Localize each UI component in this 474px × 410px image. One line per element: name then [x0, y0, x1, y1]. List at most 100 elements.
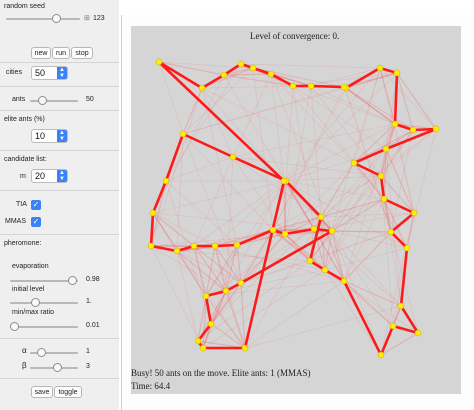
city-dot — [155, 58, 163, 66]
pheromone-trail — [383, 198, 392, 233]
m-select[interactable]: 20 ▲ ▼ — [31, 169, 68, 183]
pheromone-trail — [285, 85, 294, 182]
pheromone-trail — [240, 231, 392, 284]
tia-checkbox[interactable]: ✓ — [31, 200, 41, 210]
alpha-slider-track[interactable] — [30, 352, 78, 354]
pheromone-trail — [202, 269, 326, 349]
select-arrows-icon: ▲ ▼ — [57, 130, 67, 142]
alpha-slider-thumb[interactable] — [37, 348, 46, 357]
city-dot — [377, 172, 385, 180]
tour-edge — [382, 197, 416, 215]
toggle-button[interactable]: toggle — [54, 386, 82, 398]
pheromone-trail — [223, 73, 272, 76]
city-dot — [233, 241, 241, 249]
pheromone-trail — [324, 269, 382, 356]
pheromone-trail — [310, 85, 396, 125]
initial-level-slider-thumb[interactable] — [31, 298, 40, 307]
pheromone-trail — [240, 282, 246, 349]
pheromone-trail — [283, 123, 396, 182]
run-button[interactable]: run — [52, 47, 70, 59]
random-seed-value: 123 — [93, 15, 105, 22]
elite-ants-value: 10 — [35, 131, 46, 141]
tour-edge — [200, 73, 226, 90]
pheromone-trail — [225, 156, 234, 292]
pheromone-trail — [283, 180, 333, 232]
pheromone-trail — [193, 180, 285, 247]
elite-ants-field[interactable]: 10 ▲ ▼ — [31, 129, 68, 143]
pheromone-label: pheromone: — [4, 240, 42, 247]
save-button[interactable]: save — [31, 386, 53, 398]
divider — [0, 110, 119, 111]
m-label: m — [20, 173, 26, 180]
pheromone-trail — [205, 244, 238, 297]
pheromone-trail — [270, 73, 312, 87]
pheromone-trail — [380, 129, 414, 177]
divider — [0, 338, 119, 339]
tour-edge — [157, 60, 286, 183]
pheromone-trail — [270, 73, 355, 164]
pheromone-trail — [353, 67, 381, 164]
evaporation-slider-thumb[interactable] — [68, 276, 77, 285]
best-tour — [149, 60, 438, 357]
min-max-ratio-slider-thumb[interactable] — [10, 322, 19, 331]
tour-edge — [157, 60, 204, 90]
city-dot — [391, 120, 399, 128]
mmas-label: MMAS — [5, 218, 26, 225]
initial-level-slider-track[interactable] — [10, 302, 78, 304]
random-seed-slider-track[interactable] — [6, 18, 80, 20]
beta-slider-thumb[interactable] — [53, 363, 62, 372]
cities-select[interactable]: 50 ▲ ▼ — [31, 66, 68, 80]
pheromone-trail — [214, 245, 345, 282]
pheromone-trail — [240, 233, 286, 284]
pheromone-trail — [385, 72, 398, 150]
tour-edge — [204, 294, 213, 326]
pheromone-trail — [320, 162, 355, 218]
ants-slider-thumb[interactable] — [38, 96, 47, 105]
divider — [0, 86, 119, 87]
city-dot — [241, 344, 249, 352]
select-arrows-icon: ▲ ▼ — [57, 67, 67, 79]
tour-plot — [131, 26, 461, 394]
stop-button[interactable]: stop — [71, 47, 93, 59]
city-dot — [289, 82, 297, 90]
pheromone-trail — [385, 123, 396, 150]
pheromone-trail — [150, 87, 203, 247]
pheromone-trail — [232, 123, 396, 158]
pheromone-trail — [225, 290, 246, 349]
city-dot — [249, 64, 257, 72]
city-dot — [310, 225, 318, 233]
pheromone-trail — [223, 74, 287, 182]
pheromone-trail — [283, 67, 381, 182]
ants-slider-track[interactable] — [30, 100, 78, 102]
city-dot — [432, 125, 440, 133]
pheromone-trail — [150, 180, 167, 247]
random-seed-slider-thumb[interactable] — [52, 14, 61, 23]
pheromone-trail — [214, 245, 242, 284]
tour-edge — [164, 132, 185, 183]
pheromone-trail — [379, 67, 415, 214]
pheromone-trail — [152, 212, 246, 349]
pheromone-trail — [150, 245, 204, 349]
pheromone-trail — [310, 85, 382, 177]
pheromone-trail — [210, 323, 246, 349]
city-dot — [376, 64, 384, 72]
new-button[interactable]: new — [31, 47, 51, 59]
min-max-ratio-slider-track[interactable] — [10, 326, 78, 328]
status-text: Busy! 50 ants on the move. Elite ants: 1… — [131, 368, 311, 378]
city-dot — [382, 145, 390, 153]
evaporation-slider-track[interactable] — [10, 280, 78, 282]
pheromone-trail — [201, 87, 355, 164]
alpha-label: α — [22, 346, 27, 355]
city-dot — [202, 292, 210, 300]
expand-plus-icon[interactable]: ⊞ — [84, 15, 90, 22]
pheromone-trail — [324, 230, 333, 271]
mmas-checkbox[interactable]: ✓ — [31, 217, 41, 227]
city-dot — [306, 257, 314, 265]
tour-edge — [391, 324, 420, 335]
random-seed-label: random seed — [4, 3, 45, 10]
pheromone-trail — [343, 86, 414, 131]
pheromone-trail — [232, 156, 286, 235]
pheromone-trail — [252, 67, 274, 231]
pheromone-trail — [252, 67, 347, 89]
pheromone-trail — [320, 198, 385, 218]
